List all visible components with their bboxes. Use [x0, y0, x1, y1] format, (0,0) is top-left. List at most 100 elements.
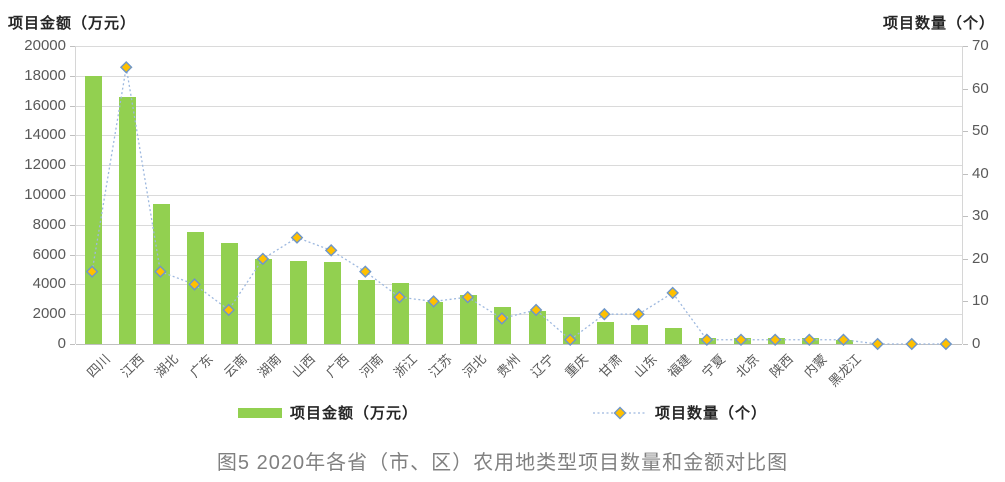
x-category-label: 甘肃	[596, 351, 626, 381]
count-marker-icon	[905, 337, 919, 351]
x-category-label: 江苏	[425, 351, 455, 381]
count-marker-icon	[700, 333, 714, 347]
legend-item-amount: 项目金额（万元）	[237, 402, 418, 423]
right-tick-label: 50	[972, 122, 989, 140]
count-marker-icon	[359, 265, 372, 278]
right-tick-mark	[963, 344, 968, 345]
amount-bar	[289, 260, 307, 344]
legend-count-label: 项目数量（个）	[655, 406, 768, 422]
left-tick-label: 0	[57, 335, 66, 352]
left-tick-mark	[70, 105, 75, 107]
x-category-label: 辽宁	[527, 351, 557, 381]
legend-item-count: 项目数量（个）	[593, 402, 767, 423]
x-category-label: 贵州	[493, 351, 523, 381]
left-tick-mark	[70, 224, 75, 226]
plot-area	[75, 46, 963, 345]
gridline	[76, 46, 962, 47]
count-marker-icon	[119, 60, 133, 74]
x-category-label: 重庆	[562, 351, 592, 381]
amount-bar	[357, 279, 375, 344]
count-marker-icon	[734, 333, 748, 347]
left-tick-mark	[70, 284, 75, 286]
x-category-label: 陕西	[767, 351, 797, 381]
x-category-label: 广西	[323, 351, 353, 381]
amount-bar	[84, 75, 102, 344]
x-category-label: 北京	[732, 351, 762, 381]
x-category-label: 广东	[186, 351, 216, 381]
left-tick-mark	[70, 195, 75, 196]
left-tick-label: 4000	[32, 275, 66, 293]
left-tick-mark	[70, 165, 75, 167]
x-category-label: 山西	[288, 351, 318, 381]
legend: 项目金额（万元） 项目数量（个）	[0, 402, 1005, 423]
left-tick-mark	[70, 314, 75, 316]
x-category-label: 内蒙	[801, 351, 831, 381]
x-category-label: 湖北	[152, 351, 182, 381]
left-tick-mark	[70, 46, 75, 47]
right-tick-mark	[963, 258, 968, 260]
right-tick-label: 40	[972, 164, 989, 182]
left-tick-label: 12000	[24, 156, 66, 174]
right-tick-mark	[963, 88, 968, 90]
right-axis-title: 项目数量（个）	[882, 16, 995, 32]
count-line	[91, 67, 946, 345]
gridline	[76, 224, 962, 226]
x-category-label: 四川	[83, 351, 113, 381]
amount-bar	[460, 294, 478, 344]
left-tick-label: 20000	[24, 37, 66, 54]
right-tick-mark	[963, 46, 968, 47]
legend-diamond-icon	[613, 406, 627, 419]
x-category-label: 黑龙江	[826, 351, 865, 390]
amount-bar	[665, 327, 683, 344]
count-marker-icon	[290, 231, 304, 244]
gridline	[76, 195, 962, 196]
right-tick-mark	[963, 216, 968, 218]
x-category-label: 山东	[630, 351, 660, 381]
x-axis-line	[76, 344, 962, 345]
count-marker-icon	[222, 303, 235, 317]
gridline	[76, 105, 962, 107]
x-category-label: 云南	[220, 351, 250, 381]
right-tick-mark	[963, 301, 968, 303]
amount-bar	[596, 321, 614, 344]
legend-amount-label: 项目金额（万元）	[289, 406, 418, 422]
right-tick-mark	[963, 131, 968, 133]
count-marker-icon	[939, 337, 953, 351]
left-tick-label: 6000	[32, 245, 66, 263]
count-marker-icon	[188, 278, 201, 291]
right-tick-label: 30	[972, 207, 989, 225]
amount-bar	[323, 262, 341, 344]
x-category-label: 福建	[664, 351, 694, 381]
left-tick-mark	[70, 254, 75, 256]
count-marker-icon	[768, 333, 782, 347]
left-tick-label: 16000	[24, 96, 66, 114]
gridline	[76, 75, 962, 77]
gridline	[76, 135, 962, 137]
count-marker-icon	[803, 333, 816, 347]
left-tick-label: 2000	[32, 305, 66, 323]
amount-bar	[528, 311, 546, 344]
figure-caption: 图5 2020年各省（市、区）农用地类型项目数量和金额对比图	[216, 452, 789, 474]
left-tick-label: 18000	[24, 66, 66, 84]
left-tick-label: 8000	[32, 215, 66, 233]
x-category-label: 湖南	[254, 351, 284, 381]
count-marker-icon	[324, 244, 338, 257]
gridline	[76, 314, 962, 316]
left-tick-mark	[70, 75, 75, 77]
amount-bar	[118, 96, 136, 344]
count-marker-icon	[666, 286, 679, 300]
count-line-series	[85, 60, 953, 351]
bar-swatch-icon	[237, 407, 282, 418]
x-category-label: 河南	[357, 351, 387, 381]
left-axis-title: 项目金额（万元）	[8, 16, 137, 32]
right-tick-label: 20	[972, 249, 989, 267]
count-marker-icon	[837, 333, 850, 347]
amount-bar	[631, 324, 649, 344]
right-tick-mark	[963, 173, 968, 175]
count-marker-icon	[256, 252, 270, 266]
left-tick-label: 14000	[24, 126, 66, 144]
left-tick-mark	[70, 135, 75, 137]
right-tick-label: 70	[972, 37, 989, 54]
amount-bar	[255, 259, 273, 344]
gridline	[76, 254, 962, 256]
